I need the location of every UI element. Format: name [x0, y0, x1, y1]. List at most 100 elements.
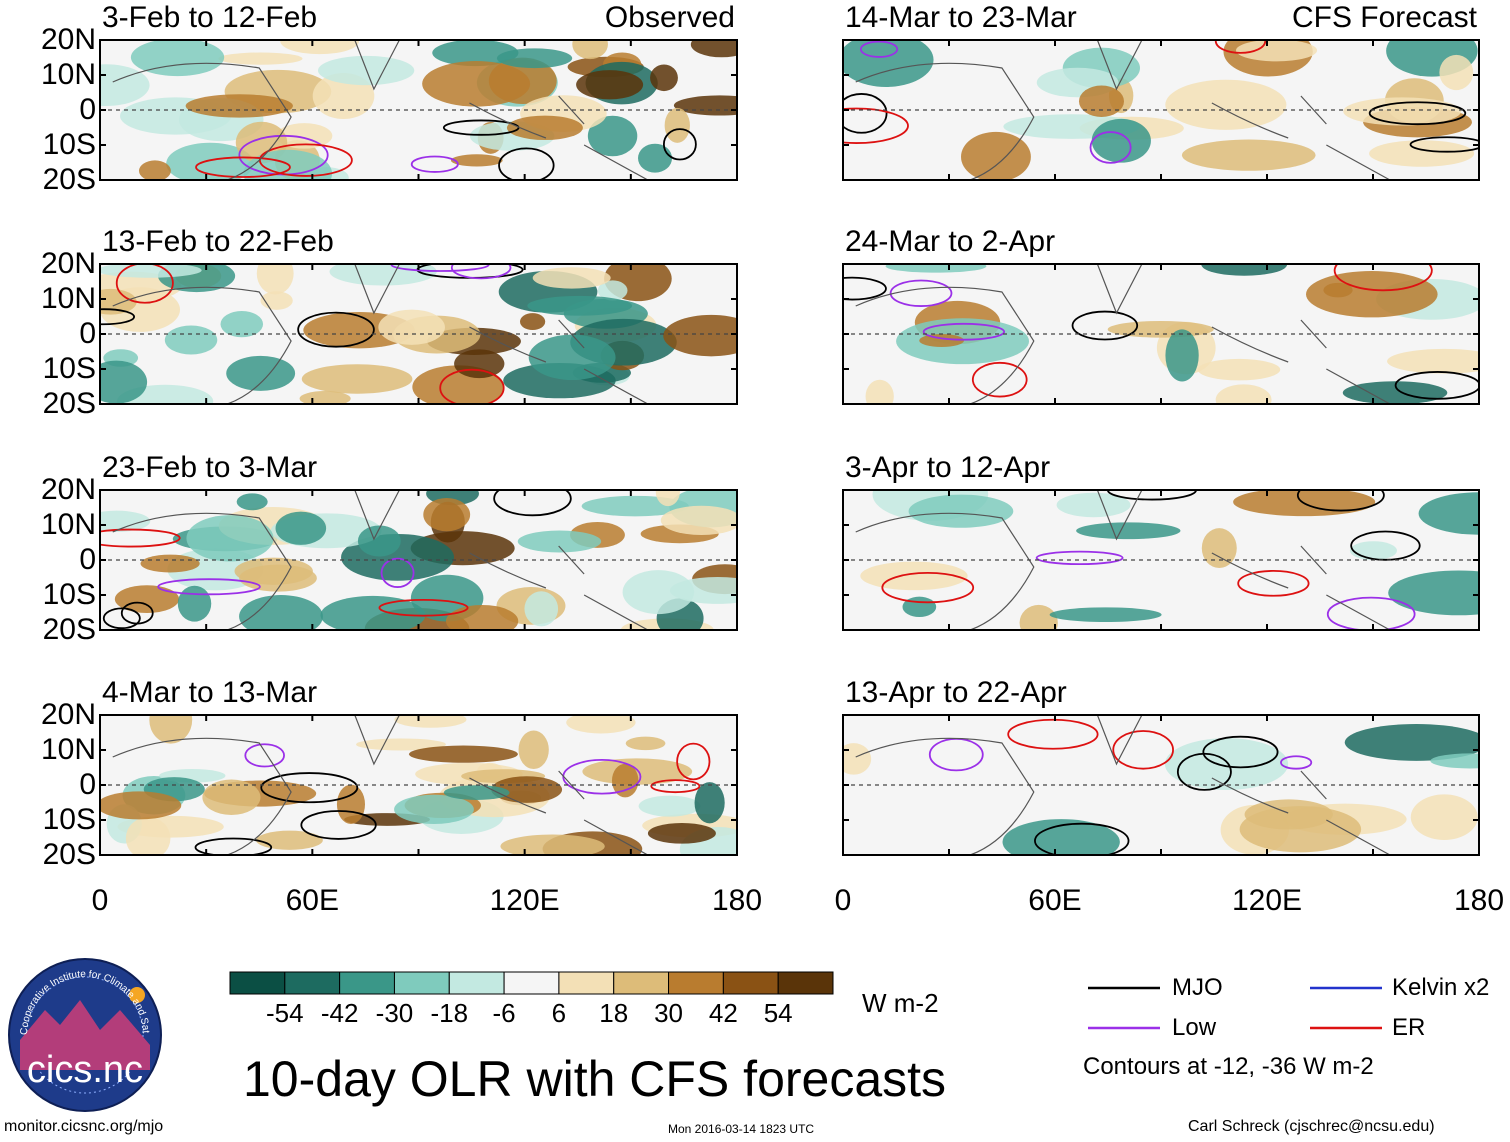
coastline [855, 40, 1391, 180]
coastline [855, 490, 1391, 630]
y-tick-label: 0 [79, 317, 96, 350]
contour-line [971, 361, 1028, 398]
coastline [112, 264, 649, 404]
contour-line [1007, 718, 1099, 750]
olr-anomaly-blob [496, 48, 573, 69]
panel-field [100, 715, 737, 855]
olr-anomaly-blob [625, 736, 666, 751]
panel-field [843, 715, 1479, 855]
contour-line [676, 742, 711, 781]
olr-anomaly-blob [576, 70, 644, 100]
colorbar-label: 54 [763, 998, 793, 1028]
panel-field [843, 40, 1479, 180]
panel-source-label: CFS Forecast [1291, 1, 1477, 34]
contour-line [439, 368, 505, 404]
legend-label-mjo: MJO [1172, 974, 1223, 1001]
olr-anomaly-blob [532, 267, 611, 289]
contour-line [115, 264, 174, 304]
panel-1 [99, 39, 738, 181]
y-tick-label: 0 [79, 93, 96, 126]
olr-anomaly-blob [1244, 799, 1333, 830]
olr-anomaly-blob [865, 379, 894, 404]
olr-anomaly-blob [587, 115, 638, 157]
olr-anomaly-blob [597, 280, 628, 301]
y-tick-label: 0 [79, 768, 96, 801]
colorbar-label: 42 [708, 998, 738, 1028]
contour-line [102, 607, 141, 630]
y-tick-label: 20N [40, 23, 96, 56]
panel-8 [842, 714, 1480, 856]
panel-title: 14-Mar to 23-Mar [845, 1, 1077, 34]
olr-anomaly-blob [582, 758, 693, 785]
coastline [112, 715, 649, 855]
olr-anomaly-blob [149, 715, 193, 744]
x-tick-label: 60E [285, 884, 340, 917]
contour-line [843, 93, 888, 134]
olr-anomaly-blob [843, 40, 934, 87]
contour-line [120, 601, 154, 625]
olr-anomaly-blob [445, 604, 519, 630]
contour-line [1071, 310, 1139, 341]
y-tick-label: 10S [42, 128, 96, 161]
olr-anomaly-blob [500, 834, 605, 855]
olr-anomaly-blob [394, 794, 474, 824]
colorbar-swatch [613, 971, 670, 995]
olr-anomaly-blob [1387, 348, 1479, 374]
footer-author: Carl Schreck (cjschrec@ncsu.edu) [1188, 1118, 1435, 1135]
colorbar-label: -42 [320, 998, 359, 1028]
olr-anomaly-blob [655, 490, 680, 507]
olr-anomaly-blob [422, 61, 531, 107]
olr-anomaly-blob [491, 776, 563, 803]
contour-line [1368, 101, 1467, 126]
footer-url: monitor.cicsnc.org/mjo [4, 1118, 164, 1135]
y-tick-label: 20S [42, 838, 96, 871]
contour-line [1333, 264, 1433, 292]
colorbar-swatch [448, 971, 505, 995]
olr-anomaly-blob [611, 763, 639, 798]
main-title: 10-day OLR with CFS forecasts [243, 1051, 947, 1107]
x-tick-label: 180 [711, 884, 763, 917]
olr-anomaly-blob [454, 349, 505, 379]
contour-line [244, 743, 285, 768]
colorbar-swatch [229, 971, 286, 995]
colorbar-swatch [722, 971, 779, 995]
olr-anomaly-blob [1078, 85, 1125, 117]
y-tick-label: 0 [79, 543, 96, 576]
panel-title: 3-Feb to 12-Feb [102, 1, 318, 34]
olr-anomaly-blob [218, 52, 303, 65]
olr-anomaly-blob [1233, 490, 1376, 517]
olr-anomaly-blob [1201, 264, 1288, 276]
olr-anomaly-blob [572, 40, 608, 60]
panel-title: 4-Mar to 13-Mar [102, 676, 318, 709]
olr-anomaly-blob [166, 142, 254, 180]
olr-anomaly-blob [450, 154, 503, 167]
olr-anomaly-blob [100, 360, 148, 404]
olr-anomaly-blob [356, 738, 446, 751]
olr-anomaly-blob [256, 830, 323, 850]
x-tick-label: 0 [91, 884, 109, 917]
olr-anomaly-blob [919, 334, 965, 348]
panel-field [100, 490, 737, 630]
legend-label-kelvin: Kelvin x2 [1392, 974, 1490, 1001]
y-tick-label: 10N [40, 58, 96, 91]
colorbar-swatch [558, 971, 615, 995]
contour-line [1214, 40, 1267, 54]
legend-label-er: ER [1392, 1014, 1426, 1041]
olr-anomaly-blob [186, 515, 274, 562]
y-tick-label: 10S [42, 578, 96, 611]
olr-anomaly-blob [202, 779, 261, 816]
panel-title: 24-Mar to 2-Apr [845, 225, 1056, 258]
olr-anomaly-blob [1344, 723, 1479, 761]
contour-line [157, 578, 261, 596]
contour-line [881, 572, 975, 604]
contour-line [100, 528, 181, 548]
olr-anomaly-blob [1410, 794, 1478, 840]
olr-anomaly-blob [1164, 738, 1289, 791]
olr-anomaly-blob [1201, 528, 1237, 569]
panel-5 [842, 39, 1480, 181]
olr-anomaly-blob [1049, 607, 1162, 623]
olr-anomaly-blob [843, 743, 872, 775]
olr-anomaly-blob [164, 325, 218, 355]
olr-anomaly-blob [673, 95, 737, 116]
